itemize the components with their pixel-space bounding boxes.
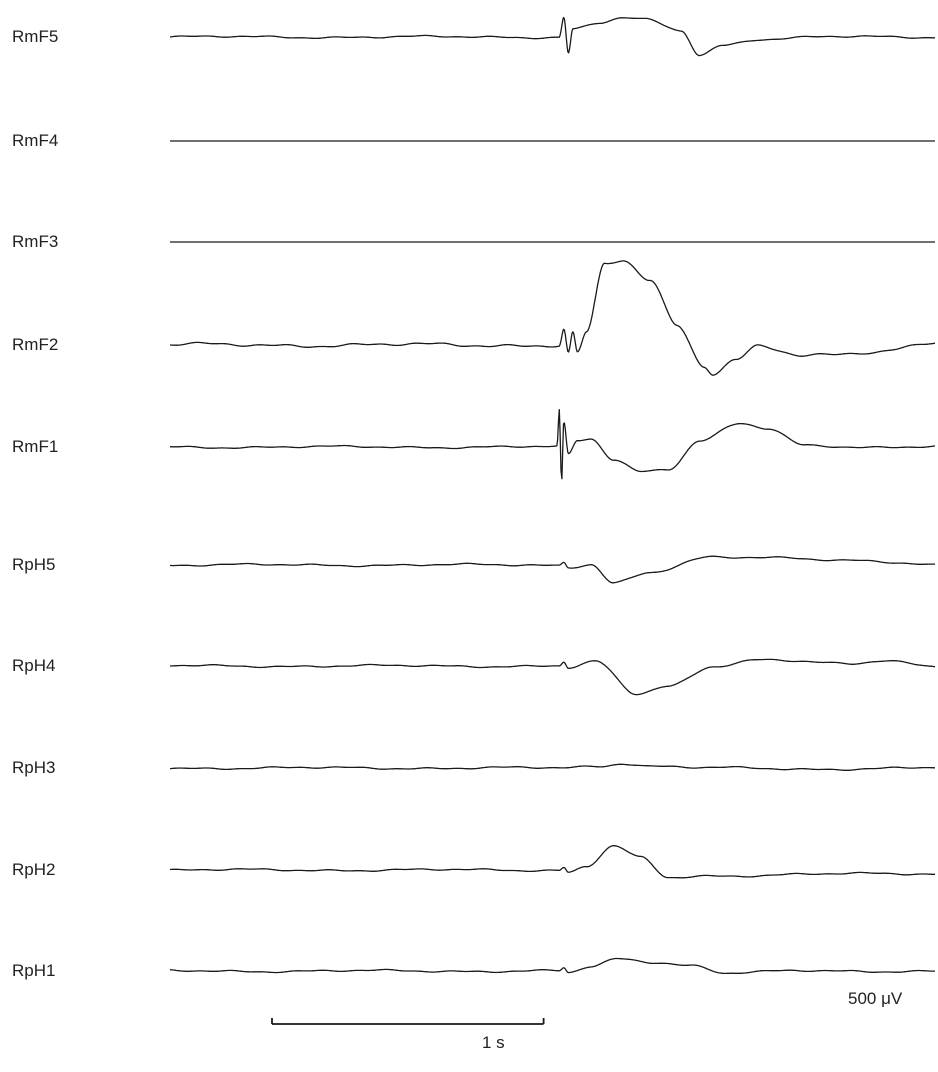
- channel-label-rmf3: RmF3: [12, 232, 59, 251]
- channel-label-rmf2: RmF2: [12, 335, 59, 354]
- trace-rph2: [169, 845, 935, 879]
- trace-rmf5: [169, 16, 936, 57]
- amplitude-scale-label: 500 μV: [848, 989, 903, 1008]
- trace-rph3: [170, 763, 935, 771]
- trace-rmf1: [170, 409, 936, 480]
- channel-label-rmf1: RmF1: [12, 437, 59, 456]
- trace-rmf2: [170, 260, 936, 376]
- channel-label-rph4: RpH4: [12, 656, 56, 675]
- trace-rph4: [170, 658, 936, 696]
- channel-label-rph2: RpH2: [12, 860, 56, 879]
- time-scale-label: 1 s: [482, 1033, 505, 1052]
- channel-label-rph3: RpH3: [12, 758, 56, 777]
- channel-label-rmf4: RmF4: [12, 131, 59, 150]
- channel-label-rmf5: RmF5: [12, 27, 59, 46]
- trace-rph1: [169, 957, 935, 975]
- channel-label-rph1: RpH1: [12, 961, 56, 980]
- trace-rph5: [170, 555, 936, 584]
- channel-label-rph5: RpH5: [12, 555, 56, 574]
